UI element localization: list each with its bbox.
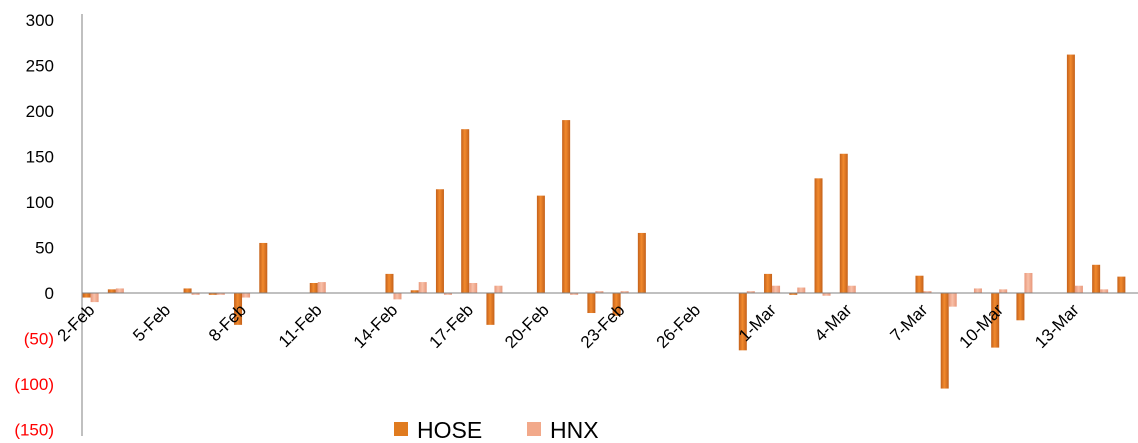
y-tick-label: 0 bbox=[45, 284, 54, 303]
bar-hnx bbox=[90, 293, 99, 303]
y-axis: 300 250 200 150 100 50 0 (50) (100) (150) bbox=[14, 11, 83, 440]
bar-hose bbox=[1092, 264, 1101, 293]
bar-hnx bbox=[1100, 289, 1109, 293]
legend: HOSE HNX bbox=[394, 417, 599, 443]
bar-hose bbox=[410, 290, 419, 293]
bar-hose bbox=[764, 273, 773, 293]
y-tick-label: 300 bbox=[26, 11, 54, 30]
bar-hnx bbox=[443, 293, 452, 295]
bar-hose bbox=[309, 282, 318, 293]
x-tick-label: 20-Feb bbox=[501, 300, 553, 352]
bar-hnx bbox=[595, 291, 604, 293]
bar-hose bbox=[814, 178, 823, 293]
bars bbox=[82, 54, 1126, 389]
bar-hnx bbox=[494, 285, 503, 293]
bar-hose bbox=[839, 153, 848, 293]
bar-hose bbox=[1016, 293, 1025, 321]
bar-hnx bbox=[746, 291, 755, 293]
x-tick-label: 11-Feb bbox=[275, 300, 326, 351]
bar-hose bbox=[435, 189, 444, 293]
x-tick-label: 14-Feb bbox=[350, 300, 402, 352]
y-tick-label: (150) bbox=[14, 421, 54, 440]
bar-hnx bbox=[317, 282, 326, 293]
x-tick-label: 23-Feb bbox=[577, 300, 629, 352]
legend-label-hose: HOSE bbox=[417, 417, 482, 443]
bar-hnx bbox=[191, 293, 200, 295]
x-tick-label: 17-Feb bbox=[425, 300, 477, 352]
bar-hnx bbox=[772, 285, 781, 293]
x-tick-label: 13-Mar bbox=[1031, 300, 1083, 352]
bar-hose bbox=[82, 293, 91, 298]
bar-hnx bbox=[115, 288, 124, 293]
x-tick-label: 2-Feb bbox=[54, 300, 99, 345]
bar-hnx bbox=[822, 293, 831, 296]
bar-hose bbox=[738, 293, 747, 351]
y-tick-label: 100 bbox=[26, 193, 54, 212]
y-tick-label: 150 bbox=[26, 148, 54, 167]
bar-hose bbox=[1066, 54, 1075, 293]
bar-hnx bbox=[847, 285, 856, 293]
bar-hose bbox=[385, 273, 394, 293]
y-tick-label: 50 bbox=[35, 239, 54, 258]
x-tick-label: 8-Feb bbox=[205, 300, 250, 345]
bar-hose bbox=[789, 293, 798, 295]
legend-label-hnx: HNX bbox=[550, 417, 599, 443]
bar-hnx bbox=[216, 293, 225, 295]
bar-hose bbox=[587, 293, 596, 314]
legend-swatch-hnx bbox=[527, 422, 541, 436]
bar-hnx bbox=[923, 291, 932, 293]
bar-hnx bbox=[418, 282, 427, 293]
bar-hnx bbox=[620, 291, 629, 293]
bar-hose bbox=[536, 195, 545, 293]
bar-hose bbox=[637, 232, 646, 293]
y-tick-label: (50) bbox=[24, 330, 54, 349]
bar-hose bbox=[612, 293, 621, 316]
bar-hnx bbox=[797, 287, 806, 293]
bar-hnx bbox=[948, 293, 957, 307]
bar-hose bbox=[461, 129, 470, 293]
x-tick-label: 10-Mar bbox=[955, 300, 1007, 352]
x-axis: 2-Feb 5-Feb 8-Feb 11-Feb 14-Feb 17-Feb 20-Feb 2… bbox=[54, 292, 1138, 352]
bar-hnx bbox=[570, 293, 579, 295]
bar-hnx bbox=[1024, 272, 1033, 293]
x-tick-label: 5-Feb bbox=[129, 300, 174, 345]
bar-hose bbox=[234, 293, 243, 325]
legend-swatch-hose bbox=[394, 422, 408, 436]
bar-hose bbox=[107, 289, 116, 293]
bar-hose bbox=[208, 293, 217, 295]
bar-hnx bbox=[999, 289, 1008, 293]
bar-hnx bbox=[393, 293, 402, 300]
bar-hose bbox=[991, 293, 1000, 348]
bar-hose bbox=[1117, 276, 1126, 293]
bar-hnx bbox=[1074, 285, 1083, 293]
bar-hose bbox=[940, 293, 949, 389]
x-tick-label: 7-Mar bbox=[886, 300, 931, 345]
x-tick-label: 4-Mar bbox=[811, 300, 856, 345]
y-tick-label: 200 bbox=[26, 102, 54, 121]
bar-hose bbox=[562, 120, 571, 293]
bar-hnx bbox=[469, 282, 478, 293]
bar-hnx bbox=[242, 293, 251, 298]
bar-hose bbox=[915, 275, 924, 293]
bar-hose bbox=[486, 293, 495, 325]
bar-hose bbox=[259, 242, 268, 293]
bar-hose bbox=[183, 288, 192, 293]
bar-hnx bbox=[973, 288, 982, 293]
y-tick-label: (100) bbox=[14, 375, 54, 394]
y-tick-label: 250 bbox=[26, 57, 54, 76]
x-tick-label: 26-Feb bbox=[653, 300, 705, 352]
